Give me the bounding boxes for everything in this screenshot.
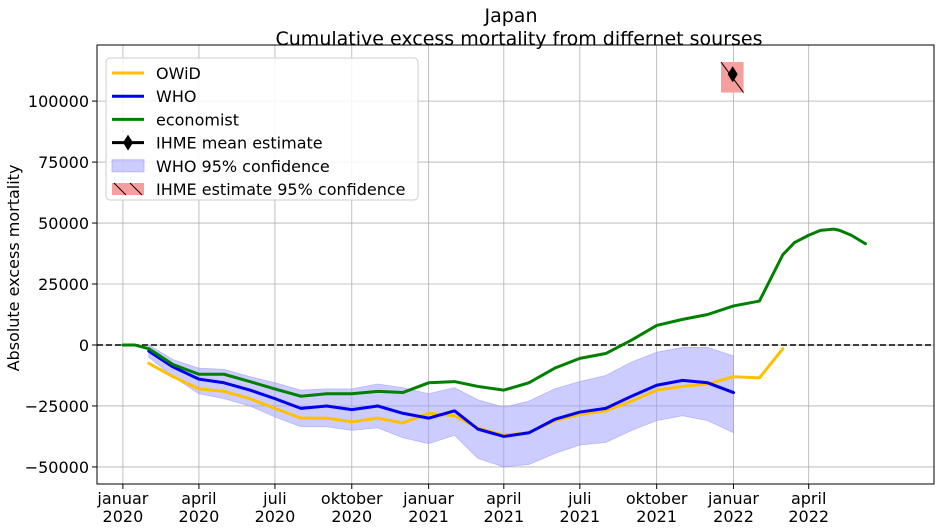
legend-label: WHO 95% confidence <box>156 157 330 176</box>
x-tick-label: 2021 <box>559 507 600 526</box>
x-tick-label: januar <box>402 489 454 508</box>
legend-hatch <box>129 182 143 196</box>
x-tick-label: 2020 <box>255 507 296 526</box>
x-tick-label: 2022 <box>788 507 829 526</box>
data-layer <box>97 61 934 468</box>
series-line-who <box>147 349 736 438</box>
legend-swatch <box>111 159 145 173</box>
y-tick-label: 0 <box>79 336 89 355</box>
who-confidence-band <box>148 344 734 468</box>
x-tick-label: oktober <box>626 489 688 508</box>
legend-label: WHO <box>156 87 196 106</box>
legend-item-who-confidence: WHO 95% confidence <box>111 157 330 176</box>
x-tick-label: juli <box>262 489 286 508</box>
x-tick-label: oktober <box>321 489 383 508</box>
x-tick-label: april <box>181 489 216 508</box>
x-tick-label: januar <box>707 489 759 508</box>
x-tick-label: 2021 <box>636 507 677 526</box>
y-tick-label: 75000 <box>38 153 89 172</box>
x-tick-label: 2020 <box>331 507 372 526</box>
legend-label: IHME mean estimate <box>156 134 323 153</box>
ihme-mean-marker <box>727 66 738 83</box>
legend-item-owid: OWiD <box>112 64 201 83</box>
y-tick-label: 50000 <box>38 214 89 233</box>
legend-item-who: WHO <box>112 87 196 106</box>
legend-item-economist: economist <box>112 110 239 129</box>
x-tick-label: juli <box>567 489 591 508</box>
x-tick-label: april <box>791 489 826 508</box>
legend-hatch <box>113 182 127 196</box>
chart-title: Japan <box>484 5 538 27</box>
legend-label: OWiD <box>156 64 201 83</box>
y-tick-label: −25000 <box>25 397 89 416</box>
legend-box <box>105 57 419 201</box>
plot-frame <box>96 44 935 485</box>
y-tick-label: −50000 <box>25 458 89 477</box>
legend-item-ihme-mean: IHME mean estimate <box>112 134 323 153</box>
y-tick-label: 25000 <box>38 275 89 294</box>
legend-marker <box>123 134 133 151</box>
y-axis-label: Absolute excess mortality <box>4 165 23 372</box>
x-tick-label: 2022 <box>713 507 754 526</box>
chart-subtitle: Cumulative excess mortality from differn… <box>276 28 763 50</box>
x-tick-label: april <box>486 489 521 508</box>
legend-item-ihme-confidence: IHME estimate 95% confidence <box>112 180 405 199</box>
legend-label: economist <box>156 110 239 129</box>
tick-layer: januar2020april2020juli2020oktober2020ja… <box>25 92 829 526</box>
x-tick-label: januar <box>96 489 148 508</box>
series-line-economist <box>121 227 868 398</box>
legend: OWiD WHO economist IHME mean estimate WHO 95… <box>105 57 419 201</box>
x-tick-label: 2021 <box>483 507 524 526</box>
y-tick-label: 100000 <box>28 92 89 111</box>
legend-swatch <box>112 183 144 195</box>
x-tick-label: 2020 <box>103 507 144 526</box>
x-tick-label: 2020 <box>179 507 220 526</box>
x-tick-label: 2021 <box>408 507 449 526</box>
legend-label: IHME estimate 95% confidence <box>156 180 405 199</box>
